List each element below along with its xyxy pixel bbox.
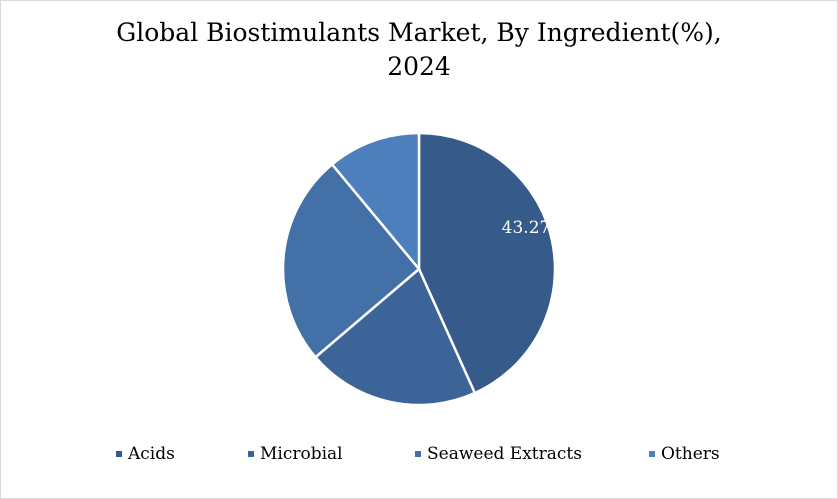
pie-slice-seaweed-extracts bbox=[281, 162, 421, 359]
legend-label-microbial: Microbial bbox=[260, 444, 343, 464]
chart-title-line2: 2024 bbox=[387, 52, 451, 81]
legend-item-acids: Acids bbox=[116, 444, 175, 464]
chart-legend: Acids Microbial Seaweed Extracts Others bbox=[0, 444, 838, 468]
chart-title: Global Biostimulants Market, By Ingredie… bbox=[0, 16, 838, 84]
legend-swatch-others bbox=[649, 451, 655, 457]
legend-label-seaweed-extracts: Seaweed Extracts bbox=[427, 444, 582, 464]
chart-title-line1: Global Biostimulants Market, By Ingredie… bbox=[116, 18, 722, 47]
legend-swatch-acids bbox=[116, 451, 122, 457]
legend-swatch-seaweed-extracts bbox=[415, 451, 421, 457]
legend-label-acids: Acids bbox=[128, 444, 175, 464]
pie-slice-others bbox=[330, 131, 421, 273]
legend-swatch-microbial bbox=[248, 451, 254, 457]
legend-item-others: Others bbox=[649, 444, 720, 464]
legend-item-seaweed-extracts: Seaweed Extracts bbox=[415, 444, 582, 464]
slice-label-acids: 43.27% bbox=[502, 218, 567, 238]
pie-slice-microbial bbox=[313, 266, 477, 407]
pie-slice-acids bbox=[417, 131, 557, 395]
legend-item-microbial: Microbial bbox=[248, 444, 343, 464]
legend-label-others: Others bbox=[661, 444, 720, 464]
